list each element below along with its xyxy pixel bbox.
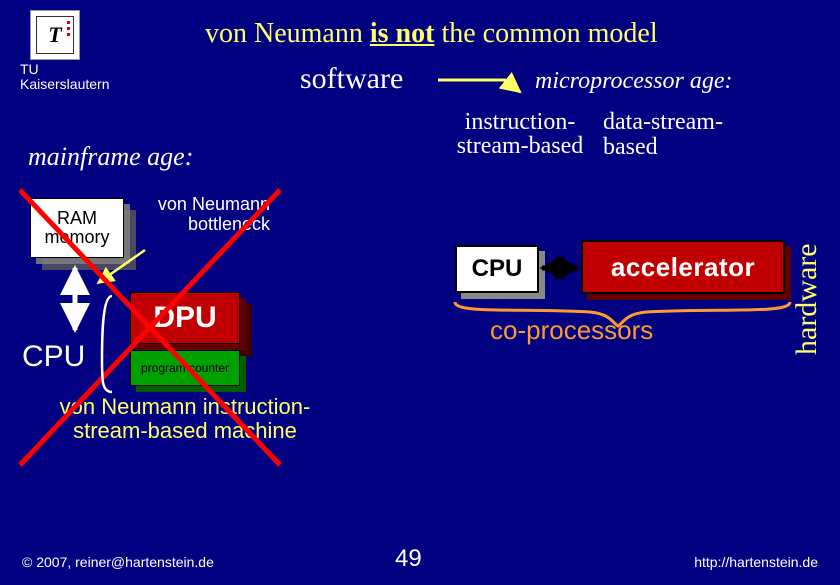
ram-memory-box: RAM memory bbox=[30, 198, 124, 258]
footer-page-number: 49 bbox=[395, 545, 422, 573]
cpu-left-label: CPU bbox=[22, 340, 85, 374]
footer-right: http://hartenstein.de bbox=[694, 554, 818, 570]
arrow-software-to-micro bbox=[438, 80, 520, 92]
cpu-box: CPU bbox=[455, 245, 539, 293]
von-neumann-caption: von Neumann instruction-stream-based mac… bbox=[40, 395, 330, 443]
slide: T TU Kaiserslautern von Neumann is not t… bbox=[0, 0, 840, 585]
accelerator-box: accelerator bbox=[581, 240, 785, 294]
slide-title: von Neumann is not the common model bbox=[205, 18, 658, 50]
uni-label: TU Kaiserslautern bbox=[20, 62, 110, 93]
program-counter-box: program counter bbox=[130, 350, 240, 386]
logo-letter: T bbox=[48, 22, 61, 48]
microprocessor-age-label: microprocessor age: bbox=[535, 68, 733, 95]
mainframe-age-label: mainframe age: bbox=[28, 142, 193, 172]
cpu-brace bbox=[102, 296, 112, 392]
von-neumann-bottleneck-label: von Neumann bottleneck bbox=[140, 195, 270, 235]
data-stream-label: data-stream-based bbox=[603, 110, 773, 160]
uni-logo: T bbox=[30, 10, 80, 60]
hardware-label: hardware bbox=[790, 243, 824, 355]
dpu-box: DPU bbox=[130, 292, 240, 344]
instruction-stream-label: instruction-stream-based bbox=[430, 110, 610, 158]
footer-left: © 2007, reiner@hartenstein.de bbox=[22, 554, 214, 570]
coprocessors-label: co-processors bbox=[490, 315, 653, 346]
software-label: software bbox=[300, 62, 403, 96]
